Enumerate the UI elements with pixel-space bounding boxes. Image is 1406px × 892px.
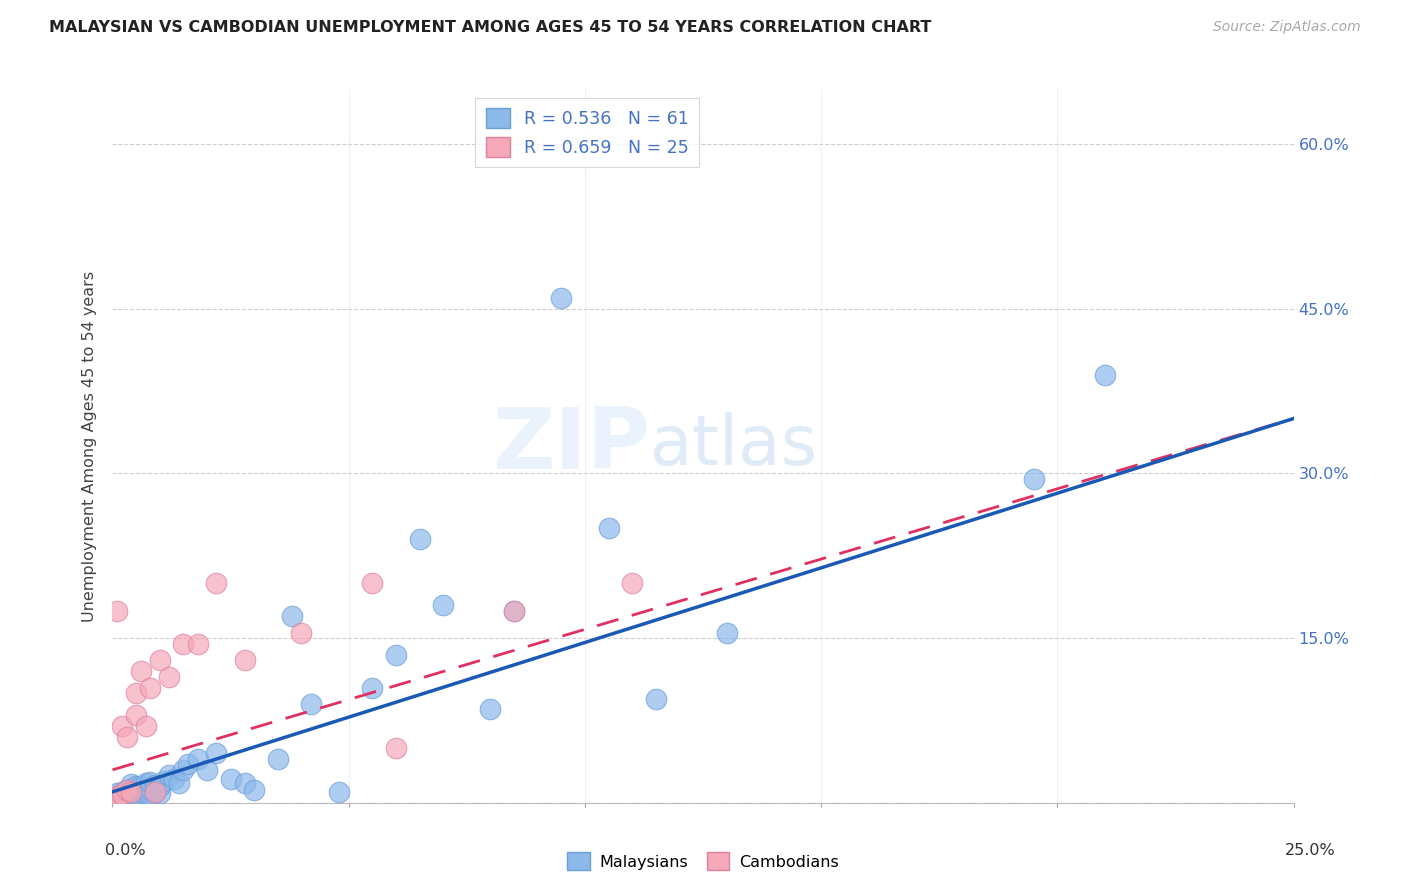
Point: [105, 792, 128, 806]
Point: [105, 786, 128, 800]
Point: [120, 781, 142, 796]
Point: [172, 637, 194, 651]
Point: [299, 697, 322, 711]
Point: [243, 782, 266, 797]
Point: [120, 785, 142, 799]
Point: [149, 780, 172, 794]
Point: [281, 609, 304, 624]
Point: [115, 782, 138, 797]
Text: MALAYSIAN VS CAMBODIAN UNEMPLOYMENT AMONG AGES 45 TO 54 YEARS CORRELATION CHART: MALAYSIAN VS CAMBODIAN UNEMPLOYMENT AMON…: [49, 20, 932, 35]
Point: [503, 604, 526, 618]
Point: [129, 789, 152, 804]
Point: [111, 719, 134, 733]
Point: [111, 785, 134, 799]
Point: [105, 789, 128, 804]
Point: [105, 789, 128, 804]
Point: [479, 702, 502, 716]
Point: [104, 794, 127, 808]
Point: [550, 291, 572, 305]
Text: 0.0%: 0.0%: [105, 843, 146, 858]
Point: [125, 783, 148, 797]
Point: [129, 785, 152, 799]
Point: [644, 691, 666, 706]
Point: [143, 785, 166, 799]
Point: [125, 780, 148, 794]
Point: [385, 648, 408, 662]
Point: [621, 576, 644, 591]
Point: [108, 791, 131, 805]
Point: [112, 790, 135, 805]
Point: [1094, 368, 1116, 382]
Point: [120, 777, 142, 791]
Point: [135, 782, 157, 797]
Point: [361, 681, 384, 695]
Point: [120, 790, 142, 805]
Point: [125, 791, 148, 805]
Point: [115, 782, 138, 797]
Y-axis label: Unemployment Among Ages 45 to 54 years: Unemployment Among Ages 45 to 54 years: [82, 270, 97, 622]
Point: [153, 773, 176, 788]
Point: [143, 778, 166, 792]
Point: [120, 786, 142, 800]
Point: [111, 787, 134, 801]
Point: [125, 788, 148, 802]
Text: ZIP: ZIP: [492, 404, 650, 488]
Point: [195, 763, 218, 777]
Point: [129, 664, 152, 678]
Point: [219, 772, 242, 786]
Point: [361, 576, 384, 591]
Text: 25.0%: 25.0%: [1285, 843, 1336, 858]
Point: [139, 781, 162, 796]
Point: [139, 775, 162, 789]
Point: [598, 521, 620, 535]
Point: [115, 791, 138, 805]
Point: [408, 533, 430, 547]
Point: [290, 625, 312, 640]
Point: [115, 730, 138, 744]
Point: [139, 788, 162, 802]
Point: [233, 776, 256, 790]
Legend: Malaysians, Cambodians: Malaysians, Cambodians: [561, 846, 845, 877]
Point: [205, 576, 228, 591]
Point: [385, 740, 408, 755]
Point: [167, 776, 190, 790]
Point: [143, 785, 166, 799]
Text: Source: ZipAtlas.com: Source: ZipAtlas.com: [1213, 20, 1361, 34]
Point: [104, 791, 127, 805]
Point: [328, 785, 350, 799]
Point: [115, 787, 138, 801]
Point: [149, 786, 172, 800]
Point: [111, 788, 134, 802]
Point: [177, 757, 200, 772]
Point: [503, 604, 526, 618]
Point: [716, 625, 738, 640]
Point: [267, 752, 290, 766]
Point: [172, 763, 194, 777]
Point: [186, 637, 208, 651]
Point: [205, 747, 228, 761]
Point: [157, 768, 180, 782]
Point: [163, 772, 186, 786]
Point: [139, 681, 162, 695]
Point: [233, 653, 256, 667]
Point: [111, 792, 134, 806]
Point: [157, 669, 180, 683]
Point: [105, 604, 128, 618]
Point: [129, 780, 152, 794]
Text: atlas: atlas: [650, 412, 818, 480]
Point: [135, 776, 157, 790]
Point: [125, 708, 148, 723]
Point: [125, 686, 148, 700]
Point: [135, 719, 157, 733]
Point: [149, 653, 172, 667]
Point: [135, 787, 157, 801]
Point: [1022, 472, 1045, 486]
Point: [432, 598, 454, 612]
Point: [186, 752, 208, 766]
